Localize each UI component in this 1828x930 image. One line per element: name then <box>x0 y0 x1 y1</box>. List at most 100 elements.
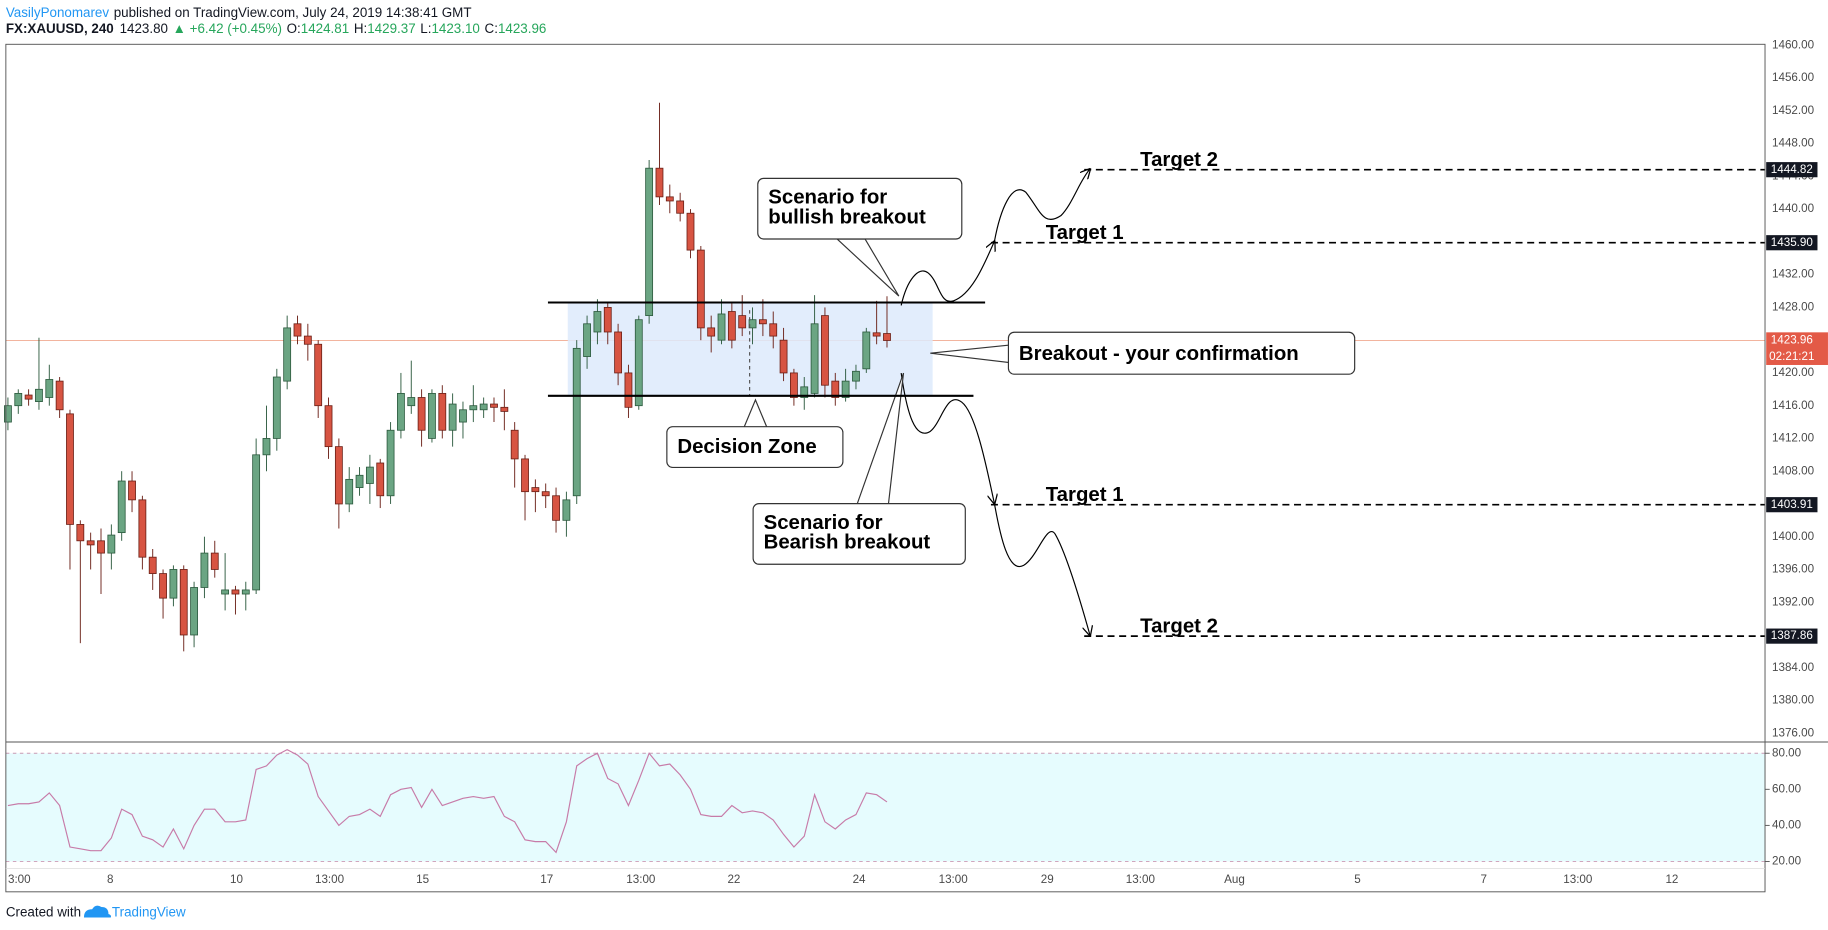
candle-body <box>252 454 261 591</box>
x-tick-label: 15 <box>416 873 429 886</box>
candle-body <box>727 311 736 341</box>
callout-box <box>1007 331 1356 375</box>
candle-body <box>66 413 74 525</box>
target-label: Target 1 <box>1046 484 1124 506</box>
candle-body <box>345 478 354 505</box>
candle-body <box>397 392 405 431</box>
candle-body <box>862 331 871 370</box>
x-tick-label: 10 <box>230 873 243 886</box>
brand-logo <box>83 905 112 918</box>
candle-body <box>552 495 560 521</box>
callout-text: Bearish breakout <box>764 532 931 554</box>
x-tick-label: 13:00 <box>315 873 345 886</box>
candle-body <box>14 392 23 407</box>
decision-zone <box>567 302 933 396</box>
rsi-tick-label: 40.00 <box>1772 818 1802 831</box>
callout-text: Scenario for <box>764 512 883 534</box>
target-label: Target 2 <box>1140 616 1218 638</box>
price-tag-label: 1387.86 <box>1771 629 1813 642</box>
callout-box <box>757 177 963 240</box>
ohlc-key: L: <box>420 21 431 36</box>
x-tick-label: 29 <box>1041 873 1054 886</box>
candle-body <box>841 380 850 398</box>
y-tick-label: 1380.00 <box>1772 694 1815 707</box>
candle-body <box>562 499 571 521</box>
candle-body <box>293 323 302 337</box>
candle-body <box>645 167 654 317</box>
header-change: ▲ +6.42 (+0.45%) <box>173 21 282 36</box>
ohlc-value: 1429.37 <box>367 21 415 36</box>
header-line: VasilyPonomarev published on TradingView.… <box>6 4 472 19</box>
x-tick-label: 22 <box>727 873 740 886</box>
target-label: Target 2 <box>1140 149 1218 171</box>
price-tag-label: 1444.82 <box>1771 163 1813 176</box>
candle-body <box>541 491 550 497</box>
y-tick-label: 1408.00 <box>1772 464 1815 477</box>
callout-tail <box>742 398 768 429</box>
candle-body <box>510 429 519 460</box>
candle-body <box>790 372 798 398</box>
candle-body <box>634 319 643 407</box>
price-tag-label: 1435.90 <box>1771 236 1814 249</box>
candle-body <box>24 394 33 400</box>
candle-body <box>593 311 602 333</box>
y-tick-label: 1428.00 <box>1772 300 1815 313</box>
candle-body <box>76 524 85 542</box>
candle-body <box>86 540 95 546</box>
candle-body <box>428 392 436 439</box>
price-tag <box>1766 628 1818 644</box>
y-tick-label: 1416.00 <box>1772 399 1815 412</box>
x-tick-label: 13:00 <box>626 873 656 886</box>
candle-body <box>769 323 778 337</box>
axis-layer: 1376.001380.001384.001388.001392.001396.… <box>8 38 1828 886</box>
ohlc-key: C: <box>485 21 498 36</box>
symbol: FX:XAUUSD, 240 <box>6 21 114 36</box>
candle-body <box>407 397 416 407</box>
candle-body <box>521 458 529 493</box>
ohlc-value: 1424.81 <box>301 21 349 36</box>
candle-body <box>883 333 891 341</box>
candle-body <box>531 487 540 493</box>
candle-body <box>303 335 312 345</box>
bullish-path <box>900 241 994 306</box>
candle-body <box>190 587 198 636</box>
candle-body <box>665 196 674 202</box>
header-price: 1423.80 <box>120 21 168 36</box>
candle-body <box>676 200 685 214</box>
brand-link[interactable]: TradingView <box>112 904 186 919</box>
candle-body <box>97 540 105 554</box>
price-tag <box>1766 235 1818 251</box>
candle-body <box>686 212 695 251</box>
x-tick-label: 8 <box>107 873 113 886</box>
author[interactable]: VasilyPonomarev <box>6 4 110 19</box>
candle-body <box>128 480 136 501</box>
x-tick-label: 5 <box>1354 873 1360 886</box>
frame <box>5 43 1766 893</box>
x-tick-label: 24 <box>853 873 866 886</box>
rsi-tick-label: 80.00 <box>1772 746 1802 759</box>
callout-tail <box>835 238 900 297</box>
candle-body <box>748 319 757 329</box>
candle-body <box>810 323 819 394</box>
candle-body <box>800 386 809 398</box>
candle-body <box>583 323 591 357</box>
ohlc-value: 1423.96 <box>498 21 546 36</box>
candle-body <box>200 552 209 588</box>
y-tick-label: 1384.00 <box>1772 661 1815 674</box>
candle-body <box>231 589 240 595</box>
candle-body <box>614 331 623 374</box>
callout-text: Scenario for <box>768 187 887 209</box>
candle-body <box>159 573 167 599</box>
candle-body <box>417 397 426 431</box>
x-tick-label: Aug <box>1224 873 1245 886</box>
candle-body <box>210 552 219 570</box>
candle-body <box>738 315 747 329</box>
y-tick-label: 1392.00 <box>1772 595 1815 608</box>
candle-body <box>717 313 726 341</box>
candle-body <box>4 405 12 423</box>
zone-layer <box>567 302 933 396</box>
bearish-path <box>900 372 994 504</box>
candle-body <box>459 409 467 423</box>
candle-body <box>45 379 54 398</box>
callout-text: Breakout - your confirmation <box>1019 343 1299 365</box>
